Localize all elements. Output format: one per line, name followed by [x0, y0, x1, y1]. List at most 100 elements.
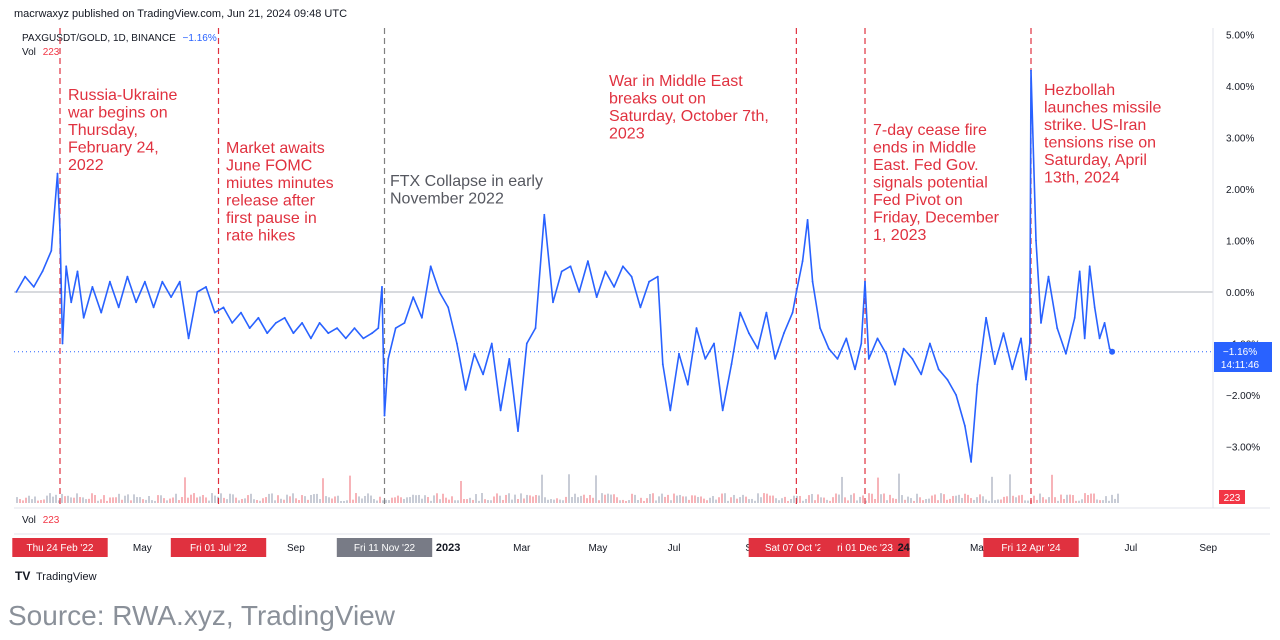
series-point: [231, 322, 234, 324]
series-end-point: [1109, 348, 1116, 355]
volume-bar: [994, 500, 996, 503]
volume-bar: [439, 499, 441, 503]
series-point: [648, 280, 650, 283]
series-point: [1028, 342, 1031, 345]
series-point: [205, 286, 207, 288]
volume-bar: [385, 499, 387, 503]
series-point: [362, 337, 365, 340]
volume-bar: [790, 499, 792, 503]
volume-bar: [409, 497, 411, 503]
volume-bar: [997, 499, 999, 503]
volume-bar: [124, 495, 126, 503]
event-annotation: 7-day cease fire ends in Middle East. Fed …: [873, 122, 1000, 244]
volume-bar: [1045, 499, 1047, 503]
volume-bar: [559, 499, 561, 503]
volume-bar: [277, 495, 279, 503]
volume-bar: [355, 493, 357, 503]
volume-bar: [112, 497, 114, 503]
series-point: [447, 306, 450, 309]
volume-bar: [565, 496, 567, 503]
volume-bar: [826, 499, 828, 503]
event-annotation-line: ends in Middle: [873, 140, 976, 157]
series-point: [50, 249, 53, 252]
volume-bar: [817, 494, 819, 503]
volume-bar: [376, 500, 378, 503]
volume-bar: [400, 497, 402, 503]
current-price-value: −1.16%: [1223, 347, 1257, 358]
volume-bar: [556, 498, 558, 503]
volume-bar: [517, 499, 519, 503]
series-point: [929, 342, 931, 345]
volume-bar: [220, 493, 222, 503]
volume-bar: [850, 494, 852, 503]
volume-bar: [454, 500, 456, 503]
series-point: [748, 332, 750, 335]
volume-bar: [49, 493, 51, 503]
volume-bar: [772, 495, 774, 503]
volume-bar: [373, 499, 375, 503]
volume-bar: [946, 499, 948, 503]
tradingview-logo: TV TradingView: [15, 569, 97, 583]
volume-bar: [697, 496, 699, 503]
volume-bar: [754, 500, 756, 503]
volume-bar: [796, 495, 798, 503]
volume-bar: [1006, 496, 1008, 503]
event-annotation-line: 2022: [68, 157, 104, 174]
publisher-text: macrwaxyz published on TradingView.com, …: [14, 8, 347, 20]
volume-bar: [937, 500, 939, 503]
volume-bar: [115, 497, 117, 503]
x-tick-label: May: [588, 543, 607, 554]
volume-bar: [736, 498, 738, 503]
source-caption: Source: RWA.xyz, TradingView: [8, 600, 395, 631]
series-point: [1002, 332, 1005, 335]
volume-bar: [655, 500, 657, 503]
volume-bar: [811, 493, 813, 503]
series-point: [630, 275, 633, 278]
volume-bar: [265, 497, 267, 503]
volume-bar: [274, 500, 276, 503]
volume-bar: [667, 494, 669, 503]
series-point: [240, 311, 242, 314]
series-point: [275, 322, 277, 324]
series-point: [783, 332, 785, 335]
event-annotation-line: first pause in: [226, 210, 317, 227]
volume-bar: [160, 495, 162, 503]
series-point: [1035, 239, 1037, 242]
volume-bar: [955, 495, 957, 503]
y-tick-label: 5.00%: [1226, 31, 1254, 42]
series-point: [292, 332, 295, 335]
series-point: [438, 291, 441, 293]
volume-bar: [457, 500, 459, 503]
x-tick-label: May: [133, 543, 152, 554]
volume-bar: [436, 493, 438, 503]
series-point: [41, 270, 44, 273]
volume-bar: [871, 493, 873, 503]
y-tick-label: 1.00%: [1226, 237, 1254, 248]
series-point: [1078, 270, 1081, 273]
volume-bar: [658, 496, 660, 503]
y-tick-label: −2.00%: [1226, 391, 1260, 402]
volume-bar: [133, 494, 135, 503]
series-point: [464, 389, 467, 391]
series-point: [669, 409, 672, 412]
event-annotation-line: 2023: [609, 126, 645, 143]
volume-bar: [778, 500, 780, 503]
volume-bar: [976, 497, 978, 503]
event-annotation-line: Saturday, October 7th,: [609, 108, 769, 125]
volume-bar: [316, 493, 318, 503]
series-point: [257, 316, 260, 319]
volume-bar: [649, 494, 651, 503]
series-point: [836, 358, 839, 360]
volume-bar: [613, 494, 615, 503]
volume-bar: [232, 494, 234, 503]
volume-bar: [730, 497, 732, 503]
volume-bar: [157, 495, 159, 503]
event-annotation-line: February 24,: [68, 140, 159, 157]
volume-bar: [841, 476, 843, 503]
volume-bar: [628, 500, 630, 503]
volume-bar: [541, 474, 543, 503]
volume-bar: [598, 500, 600, 503]
series-point: [353, 327, 356, 329]
volume-bar: [910, 498, 912, 503]
volume-bar: [532, 496, 534, 503]
